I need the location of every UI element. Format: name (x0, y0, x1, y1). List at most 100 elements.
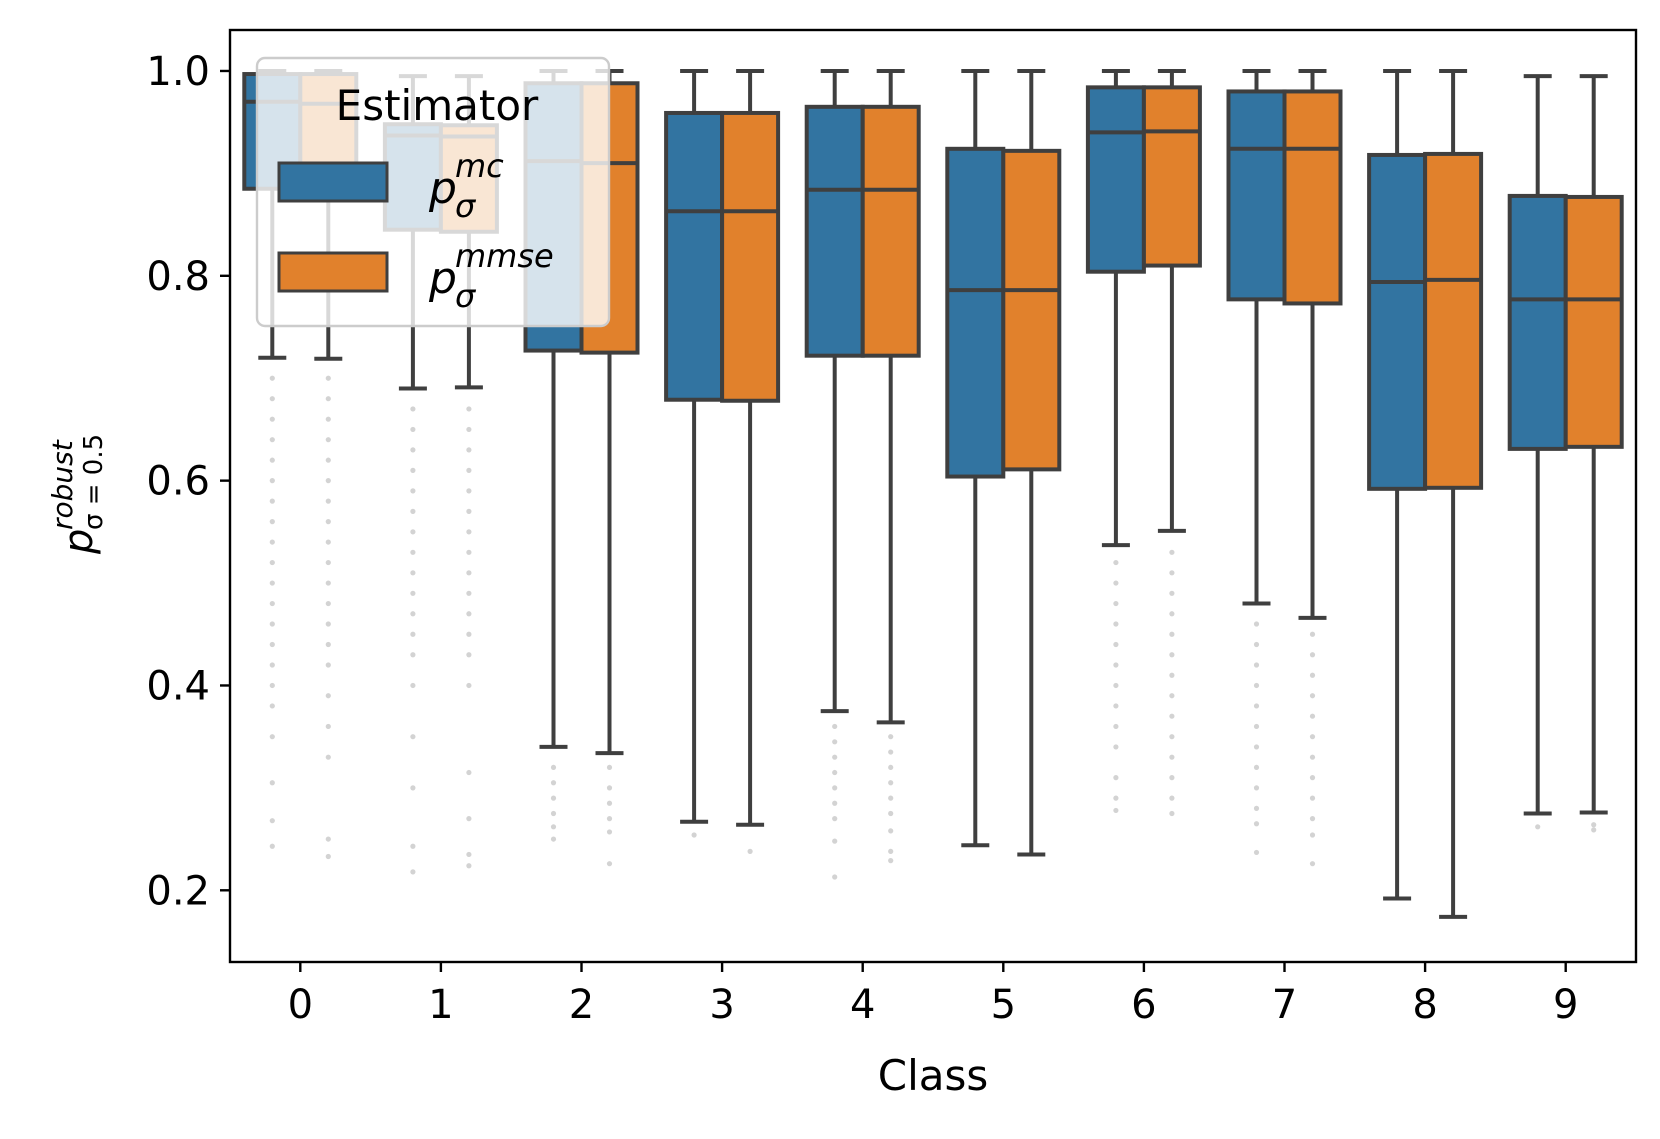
outlier-point (269, 437, 275, 443)
outlier-point (325, 375, 331, 381)
outlier-point (1309, 713, 1316, 719)
outlier-point (832, 816, 838, 822)
outlier-point (1253, 805, 1260, 811)
box-body (664, 110, 725, 402)
outlier-point (466, 863, 472, 869)
x-tick-label: 2 (569, 982, 594, 1028)
outlier-point (466, 426, 472, 433)
outlier-point (410, 843, 416, 849)
outlier-point (325, 457, 331, 463)
outlier-point (1309, 693, 1316, 699)
outlier-point (466, 611, 472, 617)
outlier-point (1309, 816, 1316, 822)
outlier-point (410, 529, 416, 535)
outlier-point (1169, 590, 1175, 596)
outlier-point (325, 478, 331, 484)
box-body (1507, 193, 1568, 451)
outlier-point (269, 396, 275, 402)
outlier-point (466, 816, 472, 822)
legend-label-subscript-0: σ (455, 187, 477, 225)
y-axis-title-subscript: σ = 0.5 (79, 434, 109, 530)
outlier-point (410, 631, 416, 637)
y-axis-title-superscript: robust (46, 439, 79, 530)
legend-swatch-0 (277, 161, 389, 203)
outlier-point (550, 780, 557, 786)
outlier-point (269, 416, 275, 422)
outlier-point (466, 488, 472, 494)
box-class-6-series-1 (1141, 68, 1202, 533)
outlier-point (325, 853, 331, 860)
outlier-point (466, 631, 472, 637)
outlier-point (325, 662, 331, 668)
box-class-9-series-1 (1563, 74, 1624, 815)
x-tick-label: 8 (1412, 982, 1437, 1028)
outlier-point (269, 478, 275, 484)
outlier-point (466, 652, 472, 658)
outlier-point (888, 764, 894, 771)
y-tick-label: 0.8 (146, 254, 210, 300)
outlier-point (269, 580, 275, 586)
outlier-point (1169, 631, 1175, 637)
y-axis-title-base: p (56, 529, 102, 555)
outlier-point (1113, 621, 1119, 627)
box-body (1226, 89, 1287, 302)
box-body (860, 104, 921, 358)
outlier-point (269, 703, 275, 709)
outlier-point (1309, 652, 1316, 658)
outlier-point (1113, 641, 1119, 648)
x-tick-label: 6 (1131, 982, 1156, 1028)
outlier-point (1309, 672, 1316, 678)
outlier-point (888, 848, 894, 854)
outlier-point (269, 641, 275, 648)
outlier-point (269, 818, 275, 824)
outlier-point (1169, 754, 1175, 760)
outlier-point (269, 843, 275, 849)
outlier-point (1169, 652, 1175, 658)
outlier-point (1309, 631, 1316, 637)
outlier-point (1253, 662, 1260, 668)
outlier-point (466, 570, 472, 576)
x-tick-label: 4 (850, 982, 875, 1028)
outlier-point (1253, 744, 1260, 750)
outlier-point (691, 832, 697, 838)
y-tick-label: 1.0 (146, 49, 210, 95)
outlier-point (606, 764, 613, 771)
outlier-point (1169, 611, 1175, 617)
box-body (1001, 148, 1062, 472)
outlier-point (466, 447, 472, 453)
outlier-point (1591, 827, 1597, 833)
x-tick-label: 7 (1272, 982, 1297, 1028)
outlier-point (325, 559, 331, 566)
outlier-point (1309, 754, 1316, 760)
outlier-point (1253, 821, 1260, 827)
outlier-point (325, 693, 331, 699)
box-body (1563, 194, 1624, 449)
axes-frame (228, 28, 1638, 964)
outlier-point (1113, 559, 1119, 566)
outlier-point (832, 874, 838, 880)
outlier-point (888, 858, 894, 864)
outlier-point (410, 549, 416, 555)
box-body (1085, 85, 1146, 274)
outlier-point (410, 590, 416, 596)
outlier-point (888, 810, 894, 817)
outlier-point (1169, 570, 1175, 576)
outlier-point (1253, 849, 1260, 856)
outlier-point (1169, 810, 1175, 817)
outlier-point (325, 621, 331, 627)
outlier-point (832, 785, 838, 791)
legend-title: Estimator (336, 81, 539, 130)
outlier-point (466, 549, 472, 555)
outlier-point (832, 800, 838, 806)
outlier-point (1113, 682, 1119, 689)
outlier-point (832, 739, 838, 745)
outlier-point (269, 780, 275, 786)
outlier-point (1113, 662, 1119, 668)
outlier-point (325, 836, 331, 842)
outlier-point (269, 457, 275, 463)
legend-label-subscript-1: σ (455, 277, 477, 315)
outlier-point (325, 396, 331, 402)
outlier-point (747, 848, 753, 854)
box-class-7-series-0 (1226, 68, 1287, 606)
